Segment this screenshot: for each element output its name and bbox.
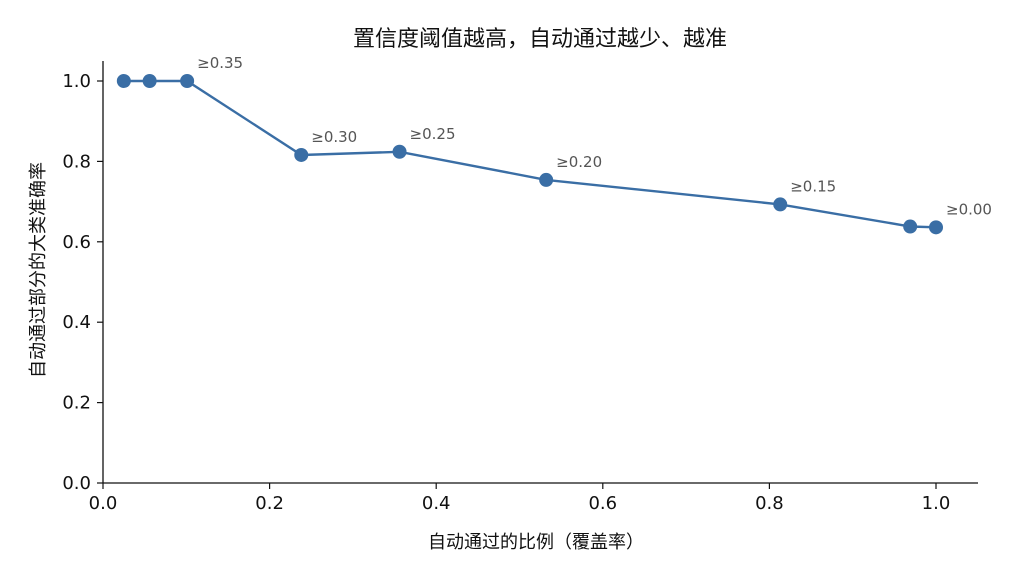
threshold-annotations: ≥0.35 ≥0.30 ≥0.25 ≥0.20 ≥0.15 ≥0.00 xyxy=(197,54,992,218)
y-tick-label: 0.4 xyxy=(62,312,91,333)
x-tick-label: 0.6 xyxy=(588,493,617,514)
series-line xyxy=(123,79,937,229)
threshold-label: ≥0.00 xyxy=(946,200,992,218)
threshold-label: ≥0.25 xyxy=(410,125,456,143)
data-point xyxy=(180,74,195,88)
data-point xyxy=(392,144,407,159)
y-tick-label: 1.0 xyxy=(62,71,91,92)
x-tick-label: 0.0 xyxy=(89,493,118,514)
x-tick-label: 0.2 xyxy=(255,493,284,514)
x-tick-label: 0.8 xyxy=(755,493,784,514)
data-point xyxy=(116,74,131,88)
data-point xyxy=(903,219,918,234)
x-tick-label: 0.4 xyxy=(422,493,451,514)
y-axis-label: 自动通过部分的大类准确率 xyxy=(28,162,49,378)
threshold-label: ≥0.15 xyxy=(790,177,836,195)
data-points xyxy=(116,74,943,235)
y-tick-label: 0.8 xyxy=(62,151,91,172)
threshold-label: ≥0.30 xyxy=(311,128,357,146)
data-point xyxy=(773,197,788,212)
data-point xyxy=(294,147,309,162)
y-tick-label: 0.2 xyxy=(62,393,91,414)
axis-ticks: 0.0 0.2 0.4 0.6 0.8 1.0 0.0 0.2 0.4 0.6 0.8 1.0 xyxy=(62,71,950,514)
x-axis-label: 自动通过的比例（覆盖率） xyxy=(428,532,644,553)
data-point xyxy=(142,74,157,88)
y-tick-label: 0.0 xyxy=(62,473,91,494)
chart-title: 置信度阈值越高，自动通过越少、越准 xyxy=(353,27,727,52)
threshold-label: ≥0.35 xyxy=(197,54,243,72)
y-tick-label: 0.6 xyxy=(62,232,91,253)
threshold-label: ≥0.20 xyxy=(556,153,602,171)
x-tick-label: 1.0 xyxy=(922,493,951,514)
data-point xyxy=(929,220,943,235)
data-point xyxy=(539,172,554,187)
